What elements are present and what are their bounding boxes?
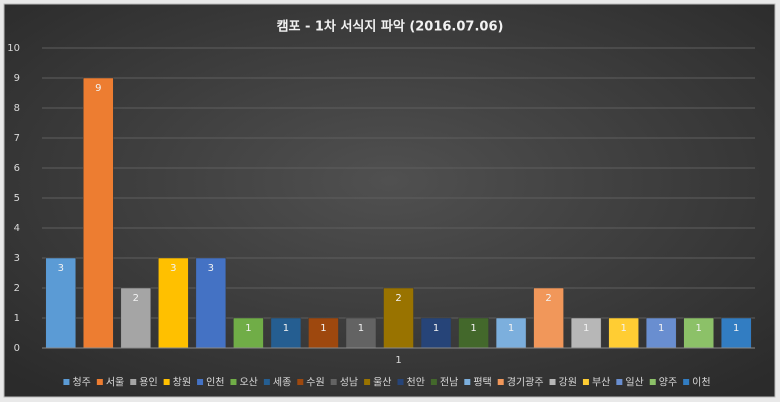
data-label: 1 [283, 323, 289, 334]
legend-label: 인천 [206, 377, 224, 389]
data-label: 1 [696, 323, 702, 334]
legend-swatch [582, 379, 589, 385]
bar [308, 317, 339, 349]
y-tick-label: 4 [14, 223, 20, 234]
data-label: 1 [583, 323, 589, 334]
bar [270, 317, 302, 349]
legend-label: 오산 [239, 377, 257, 389]
legend-swatch [430, 379, 437, 385]
legend-label: 평택 [473, 377, 491, 389]
bar [383, 287, 414, 349]
y-tick-label: 9 [14, 73, 20, 84]
legend-swatch [130, 379, 137, 385]
y-tick-label: 8 [14, 103, 20, 114]
legend-swatch [464, 379, 471, 385]
data-label: 1 [733, 323, 739, 334]
legend-label: 서울 [106, 377, 124, 389]
legend-label: 창원 [173, 377, 191, 389]
data-label: 2 [133, 293, 139, 304]
bar [720, 317, 752, 349]
data-label: 1 [470, 323, 476, 334]
legend-label: 울산 [373, 377, 391, 389]
bar [458, 317, 489, 349]
data-label: 1 [620, 323, 626, 334]
data-label: 1 [433, 323, 439, 334]
bar [345, 317, 377, 349]
bar [533, 287, 564, 349]
legend-swatch [163, 379, 170, 385]
data-label: 1 [508, 323, 514, 334]
y-tick-label: 2 [14, 283, 20, 294]
legend-label: 양주 [659, 377, 677, 389]
bar [233, 317, 264, 349]
y-tick-label: 1 [14, 313, 20, 324]
y-tick-label: 10 [7, 43, 20, 54]
legend-swatch [230, 379, 237, 385]
bar [420, 317, 452, 349]
legend-swatch [197, 379, 204, 385]
bar [83, 77, 114, 349]
bar [608, 317, 639, 349]
legend-swatch [63, 379, 70, 385]
legend-swatch [616, 379, 623, 385]
legend-swatch [397, 379, 404, 385]
data-label: 1 [320, 323, 326, 334]
bar [495, 317, 527, 349]
data-label: 3 [170, 263, 176, 274]
bar [195, 257, 227, 349]
y-tick-label: 6 [14, 163, 20, 174]
x-tick-label: 1 [395, 355, 401, 366]
y-tick-label: 0 [14, 343, 20, 354]
legend-swatch [96, 379, 103, 385]
data-label: 3 [208, 263, 214, 274]
legend-label: 청주 [72, 377, 90, 389]
legend-label: 용인 [139, 377, 157, 389]
legend-swatch [364, 379, 371, 385]
legend-label: 성남 [340, 377, 358, 389]
legend-swatch [549, 379, 556, 385]
bar [570, 317, 602, 349]
legend-label: 일산 [625, 377, 643, 389]
legend-label: 부산 [592, 377, 610, 389]
data-label: 1 [245, 323, 251, 334]
data-label: 2 [545, 293, 551, 304]
legend-swatch [263, 379, 270, 385]
legend-label: 천안 [407, 377, 425, 389]
legend-swatch [330, 379, 337, 385]
bar [120, 287, 152, 349]
bar [45, 257, 77, 349]
data-label: 3 [58, 263, 64, 274]
legend-label: 강원 [559, 377, 577, 389]
legend-label: 전남 [440, 377, 458, 389]
y-tick-label: 5 [14, 193, 20, 204]
legend-swatch [649, 379, 656, 385]
legend-label: 경기광주 [507, 376, 544, 389]
data-label: 2 [395, 293, 401, 304]
bar [645, 317, 677, 349]
legend-label: 수원 [306, 377, 324, 389]
bar [158, 257, 189, 349]
y-tick-label: 7 [14, 133, 20, 144]
y-tick-label: 3 [14, 253, 20, 264]
data-label: 1 [358, 323, 364, 334]
bar [683, 317, 714, 349]
legend-label: 이천 [692, 377, 710, 389]
legend-swatch [497, 379, 504, 385]
data-label: 1 [658, 323, 664, 334]
data-label: 9 [95, 83, 101, 94]
chart-title: 캠포 - 1차 서식지 파악 (2016.07.06) [277, 19, 504, 35]
legend-swatch [683, 379, 690, 385]
legend-label: 세종 [273, 377, 291, 389]
legend-swatch [297, 379, 304, 385]
